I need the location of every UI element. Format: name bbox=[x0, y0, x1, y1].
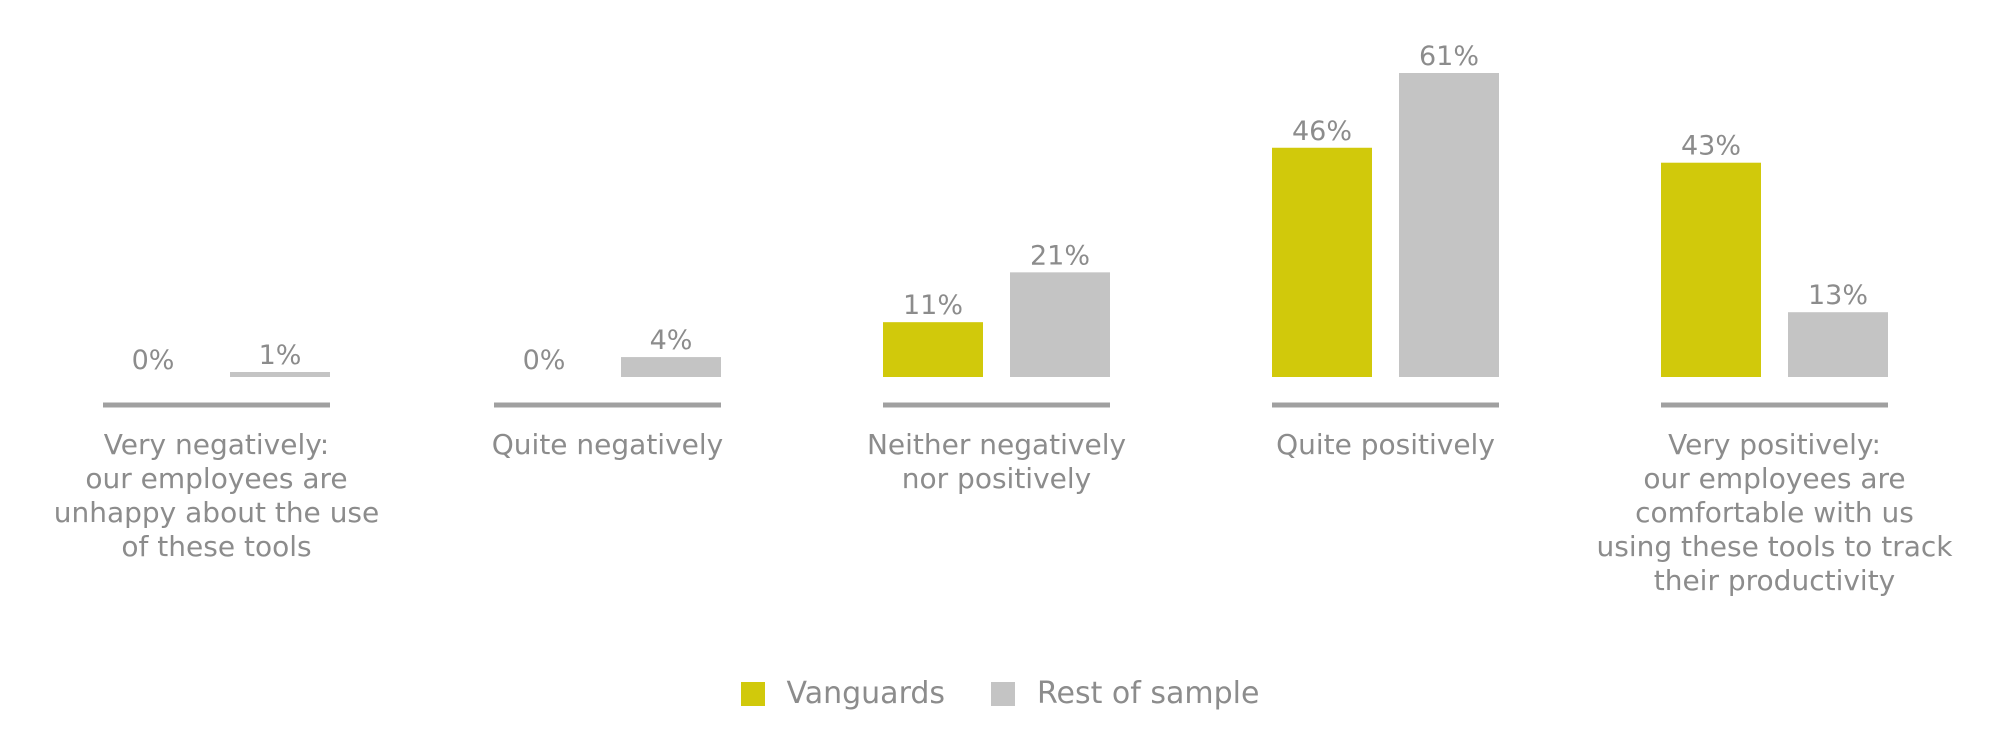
value-label: 13% bbox=[1808, 280, 1868, 311]
category-label: Quite positively bbox=[1276, 428, 1495, 461]
bar-vanguards bbox=[1661, 162, 1761, 377]
value-label: 11% bbox=[903, 290, 963, 321]
value-label: 46% bbox=[1292, 116, 1352, 147]
legend-item-vanguards: Vanguards bbox=[740, 676, 946, 711]
value-label: 0% bbox=[132, 345, 175, 376]
legend-swatch-rest-of-sample bbox=[991, 681, 1016, 706]
category-label: Neither negatively nor positively bbox=[866, 428, 1127, 495]
category-label: Very negatively: our employees are unhap… bbox=[53, 428, 380, 563]
value-label: 21% bbox=[1030, 240, 1090, 271]
legend-label-vanguards: Vanguards bbox=[786, 676, 946, 711]
bar-rest-of-sample bbox=[621, 357, 721, 377]
value-label: 4% bbox=[650, 325, 693, 356]
category-label: Very positively: our employees are comfo… bbox=[1596, 428, 1953, 597]
bar-rest-of-sample bbox=[1010, 272, 1110, 377]
bar-vanguards bbox=[883, 322, 983, 377]
bar-rest-of-sample bbox=[1788, 312, 1888, 377]
legend-item-rest-of-sample: Rest of sample bbox=[991, 676, 1259, 711]
legend: Vanguards Rest of sample bbox=[0, 676, 2000, 711]
value-label: 61% bbox=[1419, 41, 1479, 72]
bar-rest-of-sample bbox=[230, 372, 330, 377]
value-label: 43% bbox=[1681, 131, 1741, 162]
legend-label-rest-of-sample: Rest of sample bbox=[1037, 676, 1260, 711]
category-label: Quite negatively bbox=[491, 428, 724, 461]
value-label: 0% bbox=[523, 345, 566, 376]
bar-vanguards bbox=[1272, 147, 1372, 377]
bar-chart: 0% 1% 0% 4% 11% 21% 46% 61% 43% 13% bbox=[103, 41, 1888, 408]
bar-rest-of-sample bbox=[1399, 73, 1499, 377]
value-label: 1% bbox=[259, 340, 302, 371]
legend-swatch-vanguards bbox=[740, 681, 765, 706]
